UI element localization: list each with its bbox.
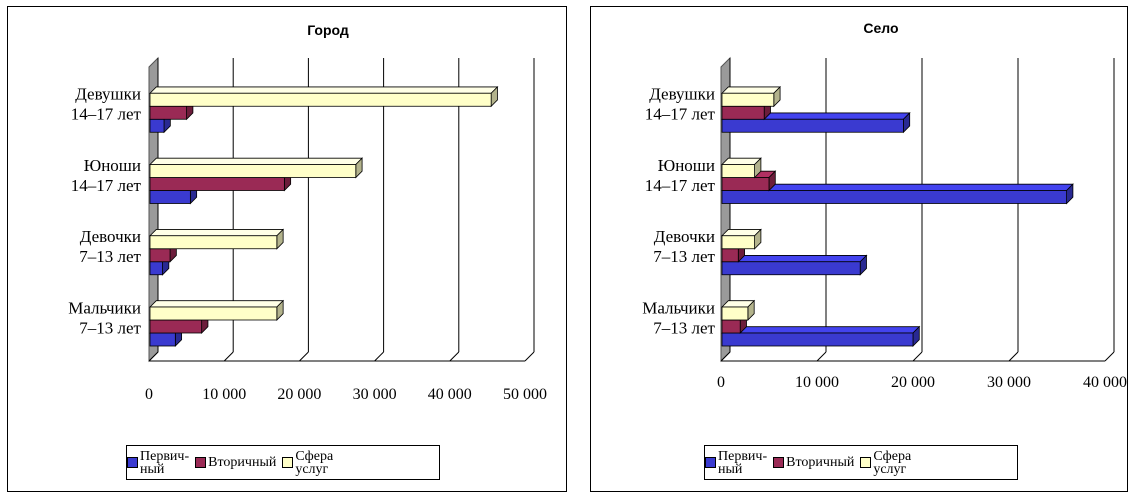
x-tick-label: 50 000 — [503, 386, 547, 403]
legend-village: Первич- ный Вторичный Сфера услуг — [704, 445, 1018, 480]
legend-label: Первич- ный — [718, 448, 768, 477]
bar-services — [149, 85, 499, 108]
gridline-floor — [1008, 351, 1019, 362]
x-tick-label: 20 000 — [277, 386, 321, 403]
chart-city: Город 0 10 000 20 000 30 000 40 000 50 000 Деву… — [68, 22, 547, 403]
category-label: Мальчики 7–13 лет — [642, 298, 715, 337]
bar-services — [721, 228, 762, 250]
chart-panel-city: Город 0 10 000 20 000 30 000 40 000 50 000 Деву… — [7, 6, 567, 492]
category-label: Девушки 14–17 лет — [71, 85, 142, 124]
chart-panel-village: Село 0 10 000 20 000 30 000 40 000 Девушки 14–1… — [590, 6, 1128, 492]
x-tick-label: 30 000 — [353, 386, 397, 403]
x-tick-label: 20 000 — [891, 374, 935, 391]
city-legend-item: Сфера услуг — [282, 448, 334, 477]
gridline-floor — [449, 351, 460, 362]
city-legend-item: Первич- ный — [127, 448, 190, 477]
gridline-floor — [524, 351, 535, 362]
village-legend-item: Первич- ный — [705, 448, 768, 477]
gridline-floor — [1104, 351, 1115, 362]
bar-services — [149, 157, 364, 179]
bar-primary — [721, 254, 868, 276]
bar-services — [721, 157, 762, 179]
category-label: Мальчики 7–13 лет — [68, 298, 141, 337]
legend-label: Вторичный — [208, 455, 277, 470]
gridline-floor — [816, 351, 827, 362]
gridline-floor — [148, 351, 159, 362]
legend-label: Вторичный — [786, 455, 855, 470]
legend-swatch — [127, 457, 138, 468]
bar-services — [721, 85, 782, 108]
gridline-floor — [912, 351, 923, 362]
gridline-floor — [223, 351, 234, 362]
legend-swatch — [282, 457, 294, 468]
category-label: Юноши 14–17 лет — [71, 156, 142, 195]
bar-primary — [721, 325, 921, 347]
x-tick-label: 10 000 — [795, 374, 839, 391]
village-legend-item: Сфера услуг — [860, 448, 912, 477]
x-tick-label: 0 — [717, 374, 725, 391]
chart-title: Город — [307, 22, 349, 38]
legend-swatch — [860, 457, 872, 468]
legend-label: Сфера услуг — [873, 448, 912, 477]
village-legend-item: Вторичный — [773, 455, 855, 470]
legend-city: Первич- ный Вторичный Сфера услуг — [126, 445, 440, 480]
x-tick-label: 40 000 — [1083, 374, 1127, 391]
city-legend-item: Вторичный — [195, 455, 277, 470]
legend-swatch — [705, 457, 716, 468]
legend-swatch — [773, 457, 785, 468]
gridline-floor — [720, 351, 731, 362]
legend-label: Первич- ный — [140, 448, 190, 477]
x-tick-label: 40 000 — [428, 386, 472, 403]
gridline-floor — [299, 351, 309, 362]
legend-label: Сфера услуг — [295, 448, 334, 477]
legend-swatch — [195, 457, 207, 468]
x-tick-label: 10 000 — [202, 386, 246, 403]
x-tick-label: 0 — [145, 386, 153, 403]
category-label: Девушки 14–17 лет — [645, 85, 716, 124]
category-label: Юноши 14–17 лет — [645, 156, 716, 195]
gridline-floor — [374, 351, 384, 362]
chart-village: Село 0 10 000 20 000 30 000 40 000 Девушки 14–1… — [642, 20, 1127, 391]
bar-primary — [721, 183, 1074, 205]
category-label: Девочки 7–13 лет — [79, 227, 141, 266]
x-tick-label: 30 000 — [987, 374, 1031, 391]
bar-services — [149, 299, 285, 321]
bar-services — [149, 228, 285, 250]
chart-title: Село — [863, 20, 898, 36]
bar-services — [721, 299, 756, 321]
category-label: Девочки 7–13 лет — [653, 227, 715, 266]
